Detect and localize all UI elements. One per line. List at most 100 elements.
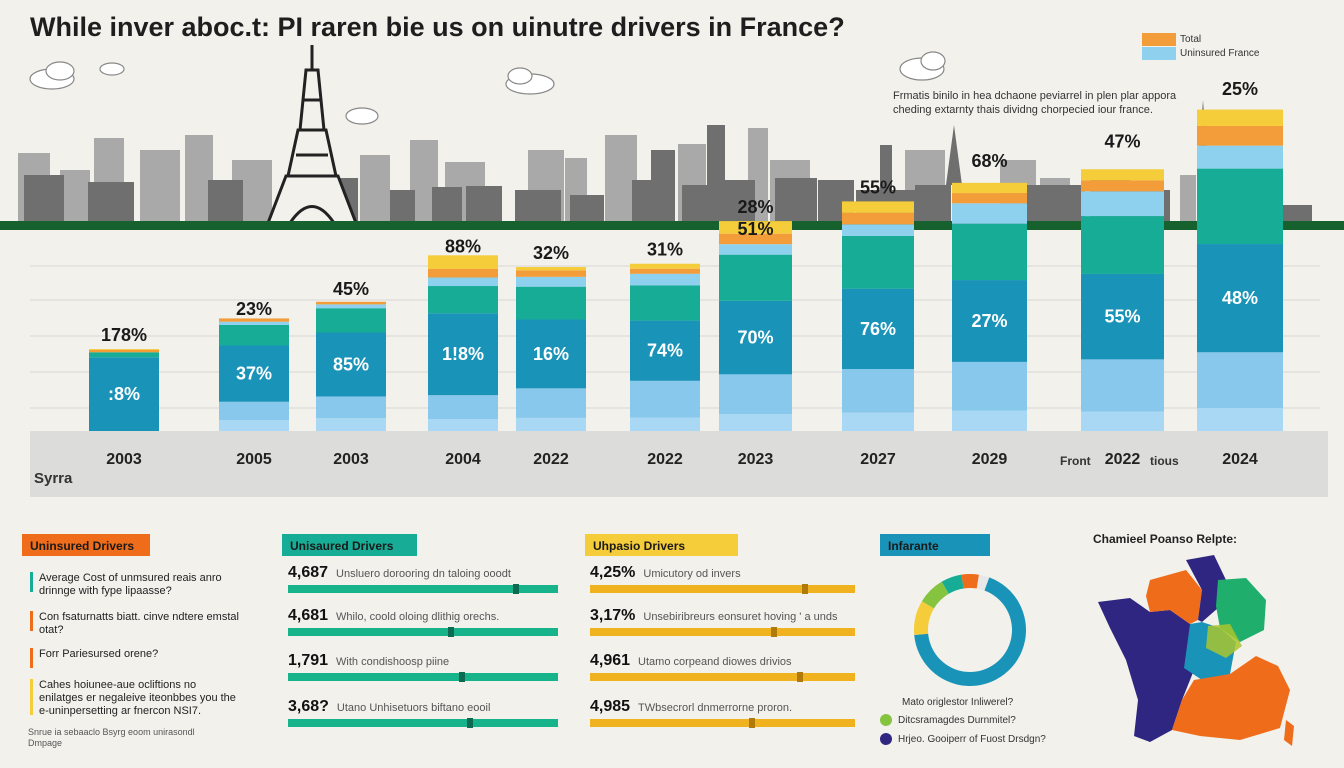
x-tick-label: 2023 xyxy=(738,451,774,468)
bar-segment xyxy=(842,412,914,431)
stat-description: TWbsecrorl dnmerrorne proron. xyxy=(638,702,793,714)
legend-item-uninsured: Uninsured France xyxy=(1142,47,1259,60)
legend-dot-navy xyxy=(880,733,892,745)
item-marker xyxy=(30,679,33,715)
stat-progress-marker xyxy=(458,672,465,682)
stat-description: Utamo corpeand diowes drivios xyxy=(638,656,792,668)
x-tick-label: 2022 xyxy=(1105,451,1141,468)
bar-top-label: 45% xyxy=(333,279,369,299)
bar-top-label: 55% xyxy=(860,177,896,197)
stat-progress-marker xyxy=(447,627,454,637)
x-tick-label: 2003 xyxy=(333,451,369,468)
bar-value-label: 27% xyxy=(971,311,1007,331)
bar-segment xyxy=(1081,180,1164,192)
bar-segment xyxy=(952,410,1027,431)
bar-segment xyxy=(952,223,1027,281)
legend-item-total: Total xyxy=(1142,33,1201,46)
bar-group: 178%:8% 2003 23% 37% 2005 45% 85% 2003 88% 1!8% 20… xyxy=(89,79,1283,468)
bar-segment xyxy=(316,396,386,419)
uhpasio-drivers-tag: Uhpasio Drivers xyxy=(585,534,738,556)
bar-segment xyxy=(428,419,498,431)
stat-progress-marker xyxy=(770,627,777,637)
map-region-south xyxy=(1172,656,1290,740)
bar-segment xyxy=(719,233,792,245)
bar-top-label: 68% xyxy=(971,151,1007,171)
donut-slice xyxy=(914,601,934,636)
bar-segment xyxy=(630,268,700,274)
stat-progress-bar xyxy=(590,627,855,637)
uninsured-drivers-tag: Uninsured Drivers xyxy=(22,534,150,556)
bar-segment xyxy=(516,276,586,287)
x-tick-label: 2005 xyxy=(236,451,272,468)
bar-segment xyxy=(428,395,498,420)
infarante-tag: Infarante xyxy=(880,534,990,556)
x-tick-prefix: Front xyxy=(1060,454,1091,468)
stat-number: 4,985 xyxy=(590,698,631,715)
bar-segment xyxy=(630,417,700,431)
donut-legend-label-1: Ditcsramagdes Durnmitel? xyxy=(898,714,1016,726)
bar-segment xyxy=(89,349,159,353)
item-text: Cahes hoiunee-aue ocliftions no enilatge… xyxy=(39,679,236,717)
x-tick-suffix: tious xyxy=(1150,454,1179,468)
bar-segment xyxy=(1197,244,1283,353)
bar-value-label: 76% xyxy=(860,319,896,339)
bar-top-label: 88% xyxy=(445,236,481,256)
bar-value-label: 70% xyxy=(737,328,773,348)
map-region-northeast xyxy=(1186,555,1226,622)
bar-segment xyxy=(842,235,914,289)
bar-value-label: 1!8% xyxy=(442,344,484,364)
uninsured-item: Average Cost of unmsured reais anro drin… xyxy=(30,572,240,598)
bar-segment xyxy=(1197,145,1283,169)
donut-question: Mato origlestor Inliwerel? xyxy=(902,697,1014,708)
stat-progress-bar xyxy=(590,584,855,594)
legend-label-total: Total xyxy=(1180,34,1202,45)
bar-value-label: 55% xyxy=(1104,307,1140,327)
bar-segment xyxy=(516,319,586,389)
item-marker xyxy=(30,611,33,631)
map-region-north xyxy=(1146,570,1202,624)
stat-description: Utano Unhisetuors biftano eooil xyxy=(336,702,491,714)
bar-segment xyxy=(1081,273,1164,360)
stat-description: Umicutory od invers xyxy=(643,568,741,580)
bar-segment xyxy=(630,285,700,321)
item-marker xyxy=(30,572,33,592)
stat-progress-marker xyxy=(797,672,803,682)
bar-segment xyxy=(219,420,289,431)
stat-row: 3,68? Utano Unhisetuors biftano eooil xyxy=(288,698,570,728)
bar-segment xyxy=(630,263,700,269)
stat-progress-bar xyxy=(590,718,855,728)
stat-number: 4,681 xyxy=(288,607,329,624)
stat-progress-marker xyxy=(802,584,809,594)
item-text: Con fsaturnatts biatt. cinve ndtere emst… xyxy=(39,611,239,636)
bar-segment xyxy=(219,324,289,346)
bar-top-label: 47% xyxy=(1104,131,1140,151)
bar-segment xyxy=(1197,109,1283,126)
stat-number: 4,687 xyxy=(288,564,329,581)
bar-segment xyxy=(630,380,700,418)
x-axis-band xyxy=(30,431,1328,497)
bar-segment xyxy=(89,357,159,431)
bar-segment xyxy=(1081,411,1164,431)
map-region-inner xyxy=(1206,624,1242,658)
bar-segment xyxy=(630,273,700,286)
bar-segment xyxy=(428,286,498,314)
bar-segment xyxy=(952,203,1027,224)
stat-progress-bar xyxy=(288,627,558,637)
bar-segment xyxy=(630,320,700,381)
uninsured-footer: Snrue ia sebaaclo Bsyrg eoom unirasondl … xyxy=(28,727,195,748)
page-title: While inver aboc.t: PI raren bie us on u… xyxy=(30,12,845,42)
donut-slice xyxy=(921,581,949,609)
stat-progress-bar xyxy=(288,718,558,728)
bar-segment xyxy=(1197,168,1283,245)
bar-segment xyxy=(219,321,289,325)
bar-top-label: 25% xyxy=(1222,79,1258,99)
bar-segment xyxy=(719,300,792,375)
bar-segment xyxy=(952,280,1027,362)
map-region-corsica xyxy=(1284,720,1294,746)
stacked-bar-chart: Syrra Front tious 178%:8% 2003 23% 37% 2005 4… xyxy=(0,45,1344,497)
bar-segment xyxy=(316,301,386,305)
bar-segment xyxy=(316,308,386,333)
bar-segment xyxy=(842,288,914,370)
legend-swatch-total xyxy=(1142,33,1176,46)
stat-row: 4,961 Utamo corpeand diowes drivios xyxy=(590,652,867,682)
